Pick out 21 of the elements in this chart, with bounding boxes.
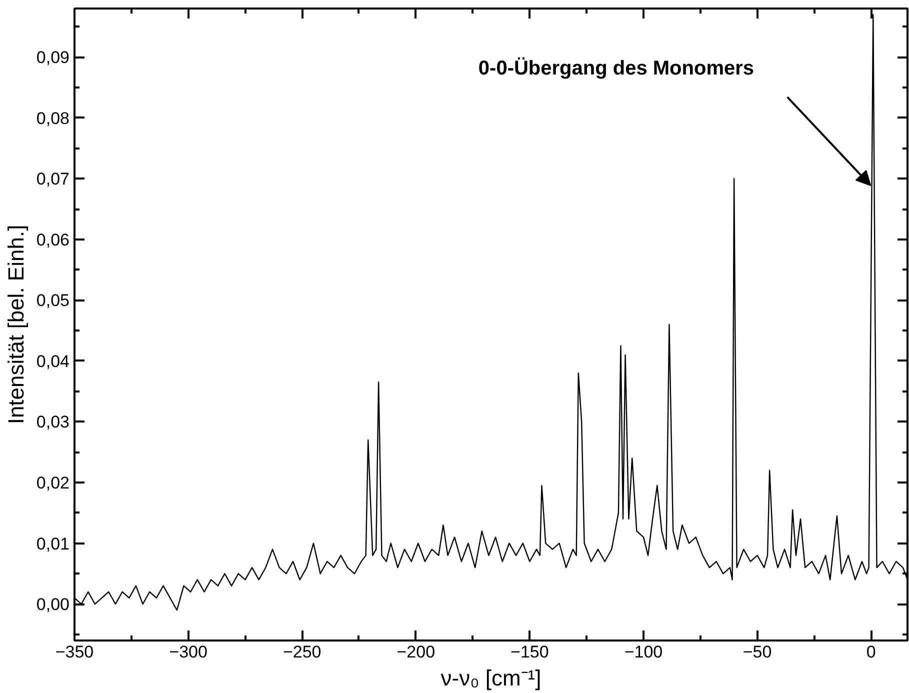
x-tick-label: −250 [282,642,322,662]
y-tick-label: 0,06 [36,230,70,250]
y-tick-label: 0,01 [36,534,70,554]
x-tick-label: −350 [55,642,94,662]
y-tick-label: 0,00 [36,595,70,614]
annotation: 0-0-Übergang des Monomers [478,56,754,80]
y-tick-label: 0,04 [36,352,70,371]
y-tick-label: 0,07 [36,170,70,189]
x-axis-title: ν-ν₀ [cm⁻¹] [440,666,542,690]
y-tick-label: 0,02 [36,474,70,492]
x-tick-label: −100 [624,642,663,662]
x-tick-label: 0 [866,642,876,662]
y-tick-label: 0,05 [36,291,70,310]
x-tick-label: −50 [742,642,772,662]
x-tick-label: −200 [396,642,436,662]
y-axis-title: Intensität [bel. Einh.] [3,224,28,424]
y-tick-label: 0,08 [36,108,70,128]
x-tick-label: −150 [510,642,549,662]
y-tick-label: 0,09 [36,48,70,68]
y-tick-label: 0,03 [36,412,70,432]
x-tick-label: −300 [169,642,208,662]
